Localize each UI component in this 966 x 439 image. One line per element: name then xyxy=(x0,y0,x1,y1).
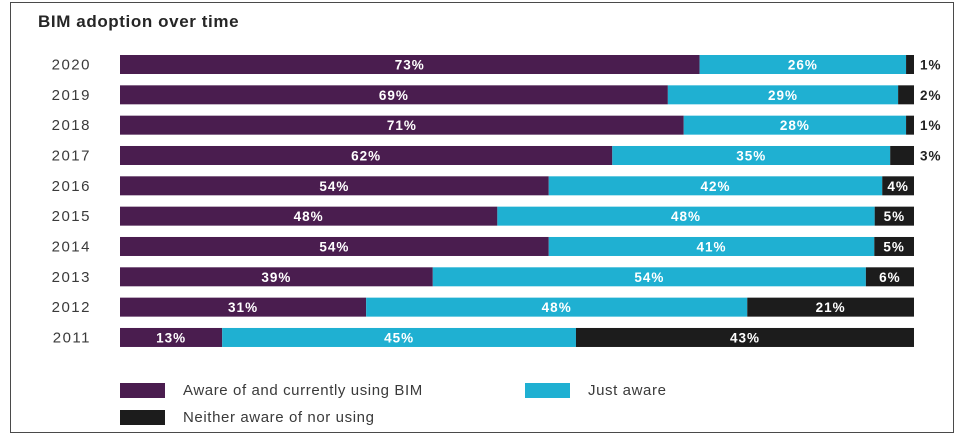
value-label-2014-just-aware: 41% xyxy=(697,239,727,254)
value-label-2013-just-aware: 54% xyxy=(634,270,664,285)
bar-2015-just-aware xyxy=(497,206,875,226)
year-label-2018: 2018 xyxy=(52,117,91,134)
year-label-2012: 2012 xyxy=(52,299,91,316)
bar-2014-neither xyxy=(874,236,914,256)
legend-label-neither: Neither aware of nor using xyxy=(183,409,375,426)
value-label-2011-using: 13% xyxy=(156,330,186,345)
bar-2015-neither xyxy=(874,206,914,226)
bar-2018-just-aware xyxy=(683,115,907,135)
value-label-2018-neither: 1% xyxy=(920,118,942,133)
bar-2012-using xyxy=(120,297,367,317)
bar-2016-neither xyxy=(882,176,914,196)
bar-2019-using xyxy=(120,85,668,105)
value-label-2016-neither: 4% xyxy=(887,179,909,194)
bar-2013-neither xyxy=(865,267,914,287)
bar-2017-neither xyxy=(890,145,914,165)
value-label-2017-neither: 3% xyxy=(920,148,942,163)
value-label-2011-just-aware: 45% xyxy=(384,330,414,345)
value-label-2017-just-aware: 35% xyxy=(736,148,766,163)
bar-2017-just-aware xyxy=(612,145,891,165)
value-label-2016-using: 54% xyxy=(319,179,349,194)
value-label-2014-using: 54% xyxy=(319,239,349,254)
year-label-2019: 2019 xyxy=(52,87,91,104)
bar-2018-neither xyxy=(906,115,914,135)
bar-2017-using xyxy=(120,145,613,165)
bar-2019-neither xyxy=(898,85,914,105)
value-label-2015-neither: 5% xyxy=(884,209,906,224)
year-label-2017: 2017 xyxy=(52,147,91,164)
value-label-2017-using: 62% xyxy=(351,148,381,163)
value-label-2015-using: 48% xyxy=(294,209,324,224)
value-label-2016-just-aware: 42% xyxy=(700,179,730,194)
value-label-2014-neither: 5% xyxy=(883,239,905,254)
legend-label-just-aware: Just aware xyxy=(588,382,667,399)
legend-swatch-using xyxy=(120,383,165,398)
value-label-2015-just-aware: 48% xyxy=(671,209,701,224)
bar-2020-neither xyxy=(906,55,914,74)
value-label-2011-neither: 43% xyxy=(730,330,760,345)
bar-2014-using xyxy=(120,236,549,256)
value-label-2019-just-aware: 29% xyxy=(768,88,798,103)
bar-2012-just-aware xyxy=(366,297,748,317)
value-label-2018-using: 71% xyxy=(387,118,417,133)
value-label-2019-using: 69% xyxy=(379,88,409,103)
value-label-2012-neither: 21% xyxy=(816,300,846,315)
legend-swatch-just-aware xyxy=(525,383,570,398)
legend-label-using: Aware of and currently using BIM xyxy=(183,382,423,399)
value-label-2012-using: 31% xyxy=(228,300,258,315)
year-label-2014: 2014 xyxy=(52,238,91,255)
bar-2020-using xyxy=(120,55,700,74)
legend-swatch-neither xyxy=(120,410,165,425)
bar-2014-just-aware xyxy=(548,236,875,256)
bar-2011-using xyxy=(120,327,223,347)
bar-2013-just-aware xyxy=(432,267,866,287)
bar-2016-using xyxy=(120,176,549,196)
value-label-2013-using: 39% xyxy=(261,270,291,285)
bar-2015-using xyxy=(120,206,498,226)
chart-title: BIM adoption over time xyxy=(38,12,240,31)
bar-2012-neither xyxy=(747,297,914,317)
year-label-2020: 2020 xyxy=(52,57,91,74)
bar-2019-just-aware xyxy=(667,85,899,105)
stacked-bar-chart: 2020 73% 26% 1% 2019 69% 29% 2% 2018 71% 28% 1% 2017… xyxy=(52,55,942,347)
bar-2011-just-aware xyxy=(222,327,576,347)
year-label-2011: 2011 xyxy=(53,329,91,346)
chart-frame xyxy=(10,2,954,433)
value-label-2020-using: 73% xyxy=(395,58,425,73)
value-label-2019-neither: 2% xyxy=(920,88,942,103)
bar-2020-just-aware xyxy=(699,55,907,74)
year-label-2013: 2013 xyxy=(52,269,91,286)
year-label-2015: 2015 xyxy=(52,208,91,225)
value-label-2012-just-aware: 48% xyxy=(542,300,572,315)
bar-2011-neither xyxy=(575,327,914,347)
bar-2018-using xyxy=(120,115,684,135)
value-label-2018-just-aware: 28% xyxy=(780,118,810,133)
value-label-2013-neither: 6% xyxy=(879,270,901,285)
bar-2013-using xyxy=(120,267,433,287)
value-label-2020-neither: 1% xyxy=(920,58,942,73)
value-label-2020-just-aware: 26% xyxy=(788,58,818,73)
bar-2016-just-aware xyxy=(548,176,883,196)
year-label-2016: 2016 xyxy=(52,178,91,195)
